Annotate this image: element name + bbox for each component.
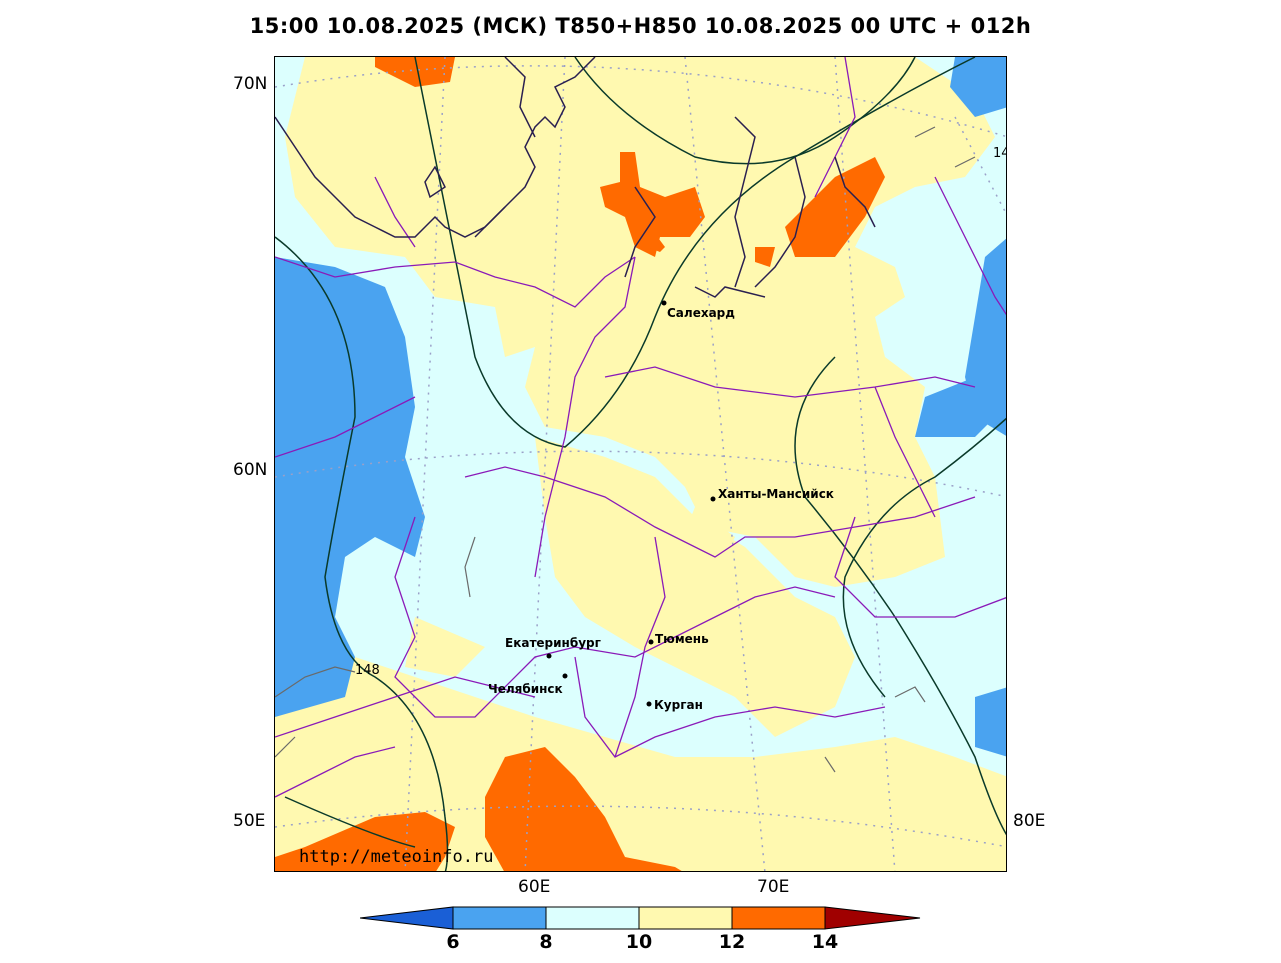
- svg-text:Челябинск: Челябинск: [488, 682, 563, 696]
- legend-swatch-6-8: [452, 906, 547, 930]
- legend-colorbar: [359, 905, 922, 935]
- graticule: [275, 57, 1006, 871]
- lat-label-70n: 70N: [233, 74, 268, 94]
- legend-tick-10: 10: [625, 931, 653, 953]
- contour-label-148: 148: [355, 663, 380, 678]
- legend-swatch-below-6: [359, 906, 454, 930]
- lon-label-60e: 60E: [518, 877, 551, 897]
- svg-text:Курган: Курган: [654, 698, 703, 712]
- lat-label-60n: 60N: [233, 460, 268, 480]
- admin-borders: [275, 57, 1006, 798]
- legend-swatch-above-14: [824, 906, 921, 930]
- svg-text:Салехард: Салехард: [667, 306, 735, 320]
- svg-text:Екатеринбург: Екатеринбург: [505, 636, 601, 650]
- legend-tick-8: 8: [539, 931, 553, 953]
- lon-label-80e: 80E: [1013, 811, 1046, 831]
- map-title: 15:00 10.08.2025 (МСК) T850+H850 10.08.2…: [249, 14, 1032, 38]
- contour-label-14: 14: [993, 146, 1007, 161]
- zone-6-8: [275, 57, 1006, 757]
- legend-tick-12: 12: [718, 931, 746, 953]
- legend-tick-6: 6: [446, 931, 460, 953]
- temperature-map: Салехард Ханты-Мансийск Екатеринбург Тюм…: [275, 57, 1007, 871]
- city-chelyabinsk: Челябинск: [488, 673, 568, 696]
- legend-swatch-12-14: [731, 906, 826, 930]
- watermark: http://meteoinfo.ru: [299, 847, 493, 867]
- zone-10-12: [275, 57, 1006, 871]
- zone-12-14: [275, 57, 885, 871]
- svg-text:Тюмень: Тюмень: [655, 632, 709, 646]
- city-kurgan: Курган: [646, 698, 703, 712]
- map-area: Салехард Ханты-Мансийск Екатеринбург Тюм…: [274, 56, 1007, 872]
- coastline: [275, 57, 876, 298]
- city-khanty-mansiysk: Ханты-Мансийск: [710, 487, 834, 502]
- city-salekhard: Салехард: [661, 300, 735, 320]
- svg-text:Ханты-Мансийск: Ханты-Мансийск: [718, 487, 834, 501]
- geopotential-contours: [275, 57, 1006, 871]
- legend-swatch-10-12: [638, 906, 733, 930]
- lon-label-50e: 50E: [233, 811, 266, 831]
- legend-tick-14: 14: [811, 931, 839, 953]
- legend-swatch-8-10: [545, 906, 640, 930]
- city-yekaterinburg: Екатеринбург: [505, 636, 601, 659]
- rivers: [275, 126, 976, 773]
- city-tyumen: Тюмень: [648, 632, 709, 646]
- lon-label-70e: 70E: [757, 877, 790, 897]
